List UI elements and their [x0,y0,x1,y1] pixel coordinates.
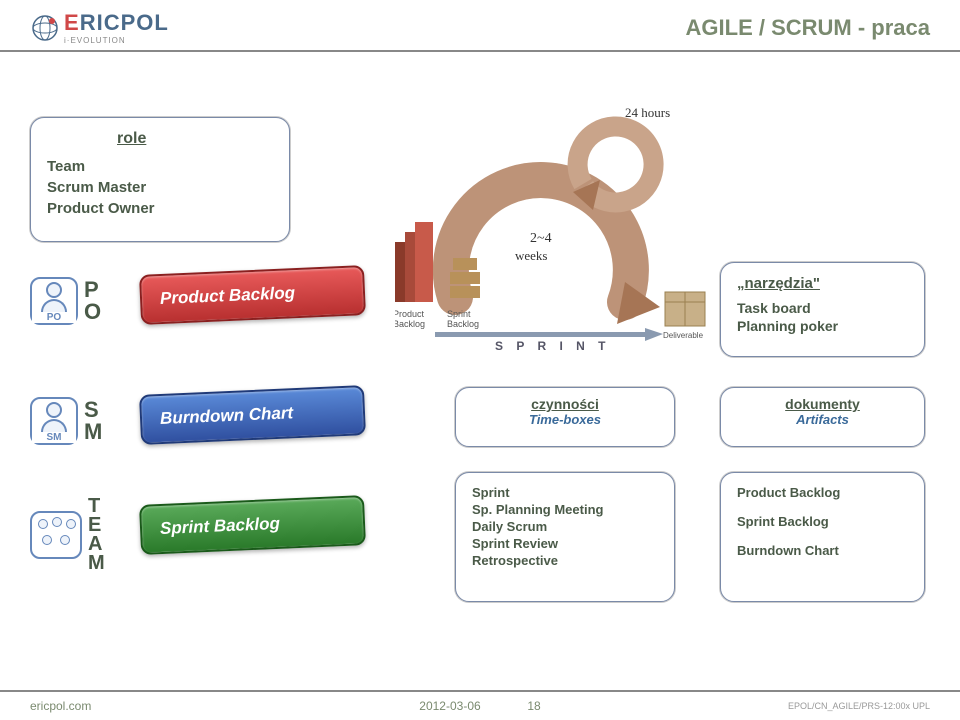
footer-right: EPOL/CN_AGILE/PRS-12:00x UPL [788,701,930,711]
panel-tools: „narzędzia" Task board Planning poker [720,262,925,357]
board-sprint-backlog: Sprint Backlog [139,495,366,555]
svg-text:weeks: weeks [515,248,548,263]
svg-text:Sprint: Sprint [447,309,471,319]
board-product-backlog: Product Backlog [139,265,366,325]
svg-text:S P R I N T: S P R I N T [495,339,610,352]
logo-text: ERICPOL [64,10,169,36]
document-item: Burndown Chart [737,543,908,558]
document-item: Sprint Backlog [737,514,908,529]
panel-documents-header: dokumenty Artifacts [720,387,925,447]
svg-text:Backlog: Backlog [395,319,425,329]
panel-activities-list: Sprint Sp. Planning Meeting Daily Scrum … [455,472,675,602]
document-item: Product Backlog [737,485,908,500]
footer-center: 2012-03-06 18 [419,699,540,713]
documents-heading: dokumenty [731,396,914,412]
role-item: Team [47,158,273,175]
person-sm: SM SM [30,397,102,445]
board-burndown-chart: Burndown Chart [139,385,366,445]
activity-item: Sprint Review [472,536,658,551]
person-team: TEAM [30,497,105,573]
person-po: PO PO [30,277,101,325]
documents-sub: Artifacts [731,412,914,427]
header: ERICPOL i·EVOLUTION AGILE / SCRUM - prac… [0,0,960,52]
logo: ERICPOL i·EVOLUTION [30,10,169,45]
tools-heading: „narzędzia" [737,275,908,292]
role-item: Scrum Master [47,179,273,196]
activities-sub: Time-boxes [466,412,664,427]
panel-documents-list: Product Backlog Sprint Backlog Burndown … [720,472,925,602]
panel-activities-header: czynności Time-boxes [455,387,675,447]
cycle-label-24h: 24 hours [625,105,670,120]
roles-heading: role [117,130,273,148]
person-letters: TEAM [88,497,105,573]
sprint-cycle-diagram: 24 hours 2~4 weeks Product Backlog Sprin… [395,92,715,342]
tool-item: Planning poker [737,318,908,334]
content: role Team Scrum Master Product Owner 24 … [0,52,960,662]
person-icon: SM [30,397,78,445]
logo-subtext: i·EVOLUTION [64,36,169,45]
tool-item: Task board [737,300,908,316]
footer-left: ericpol.com [30,699,91,713]
svg-text:Deliverable: Deliverable [663,331,704,340]
page-title: AGILE / SCRUM - praca [686,15,930,41]
activity-item: Sp. Planning Meeting [472,502,658,517]
person-letters: PO [84,279,101,323]
logo-globe-icon [30,13,60,43]
svg-text:Backlog: Backlog [447,319,479,329]
svg-text:Product: Product [395,309,425,319]
cycle-label-weeks: 2~4 [530,231,552,246]
activity-item: Sprint [472,485,658,500]
person-icon: PO [30,277,78,325]
person-letters: SM [84,399,102,443]
activity-item: Daily Scrum [472,519,658,534]
panel-roles: role Team Scrum Master Product Owner [30,117,290,242]
activity-item: Retrospective [472,553,658,568]
activities-heading: czynności [466,396,664,412]
team-icon [30,511,82,559]
footer: ericpol.com 2012-03-06 18 EPOL/CN_AGILE/… [0,690,960,720]
role-item: Product Owner [47,200,273,217]
